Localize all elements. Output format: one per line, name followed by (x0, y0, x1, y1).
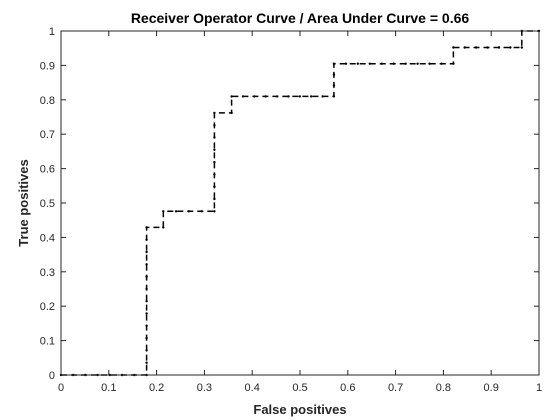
roc-point-marker (213, 173, 216, 176)
y-tick-label: 0.6 (40, 164, 55, 176)
roc-point-marker (321, 95, 324, 98)
x-tick-label: 0.7 (388, 382, 403, 394)
y-tick-label: 0.7 (40, 129, 55, 141)
roc-point-marker (332, 73, 336, 76)
roc-point-marker (344, 62, 348, 65)
roc-point-marker (356, 62, 359, 65)
roc-point-marker (332, 84, 336, 87)
plot-area (61, 31, 539, 375)
x-tick-label: 0.1 (101, 382, 116, 394)
x-tick-label: 0 (58, 382, 64, 394)
roc-point-marker (213, 136, 216, 139)
y-axis-ticks: 0 0.1 0.2 0.3 0.4 0.5 0.6 0.7 0.8 0.9 1 (40, 26, 539, 382)
roc-point-marker (174, 210, 178, 213)
y-tick-label: 0.1 (40, 336, 55, 348)
roc-point-marker (332, 95, 336, 98)
y-axis-label: True positives (16, 159, 31, 246)
roc-point-marker (213, 197, 216, 201)
y-tick-label: 0.3 (40, 267, 55, 279)
roc-point-marker (520, 46, 523, 49)
roc-point-marker (162, 210, 165, 213)
x-tick-label: 0.5 (292, 382, 307, 394)
roc-point-marker (213, 148, 216, 151)
y-tick-label: 0.9 (40, 60, 55, 72)
roc-point-marker (380, 62, 383, 65)
roc-point-marker (392, 62, 395, 65)
roc-point-marker (200, 210, 203, 213)
y-tick-label: 0.8 (40, 95, 55, 107)
roc-point-marker (145, 263, 148, 266)
x-tick-label: 0.6 (340, 382, 355, 394)
series-layer (59, 29, 541, 377)
roc-point-marker (440, 62, 443, 65)
roc-point-marker (452, 62, 455, 65)
roc-point-marker (275, 95, 279, 98)
roc-point-marker (162, 226, 165, 229)
roc-point-marker (213, 124, 216, 127)
x-tick-label: 0.2 (149, 382, 164, 394)
roc-point-marker (332, 62, 336, 65)
roc-point-marker (310, 95, 313, 98)
roc-point-marker (145, 300, 148, 303)
roc-point-marker (187, 210, 191, 213)
roc-point-marker (230, 95, 233, 98)
x-axis-ticks: 0 0.1 0.2 0.3 0.4 0.5 0.6 0.7 0.8 0.9 1 (58, 31, 542, 394)
roc-point-marker (298, 95, 301, 98)
roc-point-marker (264, 95, 267, 98)
roc-point-marker (145, 238, 148, 241)
x-tick-label: 0.4 (245, 382, 260, 394)
y-tick-label: 0.5 (40, 198, 55, 210)
roc-point-marker (253, 95, 256, 98)
y-tick-label: 1 (49, 26, 55, 38)
x-axis-label: False positives (253, 402, 346, 417)
roc-point-marker (213, 111, 216, 115)
roc-point-marker (145, 275, 148, 278)
roc-point-marker (287, 95, 290, 98)
roc-point-marker (213, 160, 216, 164)
roc-point-marker (145, 361, 148, 364)
roc-point-marker (241, 95, 245, 98)
roc-point-marker (145, 312, 148, 315)
x-tick-label: 0.9 (484, 382, 499, 394)
roc-point-marker (416, 62, 419, 65)
roc-point-marker (213, 185, 216, 188)
roc-point-marker (486, 46, 489, 49)
y-tick-label: 0 (49, 370, 55, 382)
y-tick-label: 0.2 (40, 301, 55, 313)
roc-point-marker (145, 349, 148, 352)
roc-point-marker (428, 62, 431, 65)
y-tick-label: 0.4 (40, 232, 55, 244)
roc-point-marker (452, 46, 455, 49)
roc-point-marker (475, 46, 478, 49)
roc-point-marker (497, 46, 501, 49)
roc-point-marker (145, 250, 148, 254)
x-tick-label: 0.8 (436, 382, 451, 394)
roc-point-marker (145, 324, 148, 327)
roc-point-marker (145, 287, 148, 291)
x-tick-label: 1 (536, 382, 542, 394)
roc-point-marker (404, 62, 407, 65)
x-tick-label: 0.3 (197, 382, 212, 394)
roc-point-marker (145, 336, 148, 340)
roc-point-marker (463, 46, 466, 49)
roc-point-marker (368, 62, 371, 65)
chart-title: Receiver Operator Curve / Area Under Cur… (131, 10, 470, 26)
roc-point-marker (509, 46, 512, 49)
roc-point-marker (145, 226, 148, 229)
roc-point-marker (230, 111, 233, 115)
roc-point-marker (213, 210, 216, 213)
